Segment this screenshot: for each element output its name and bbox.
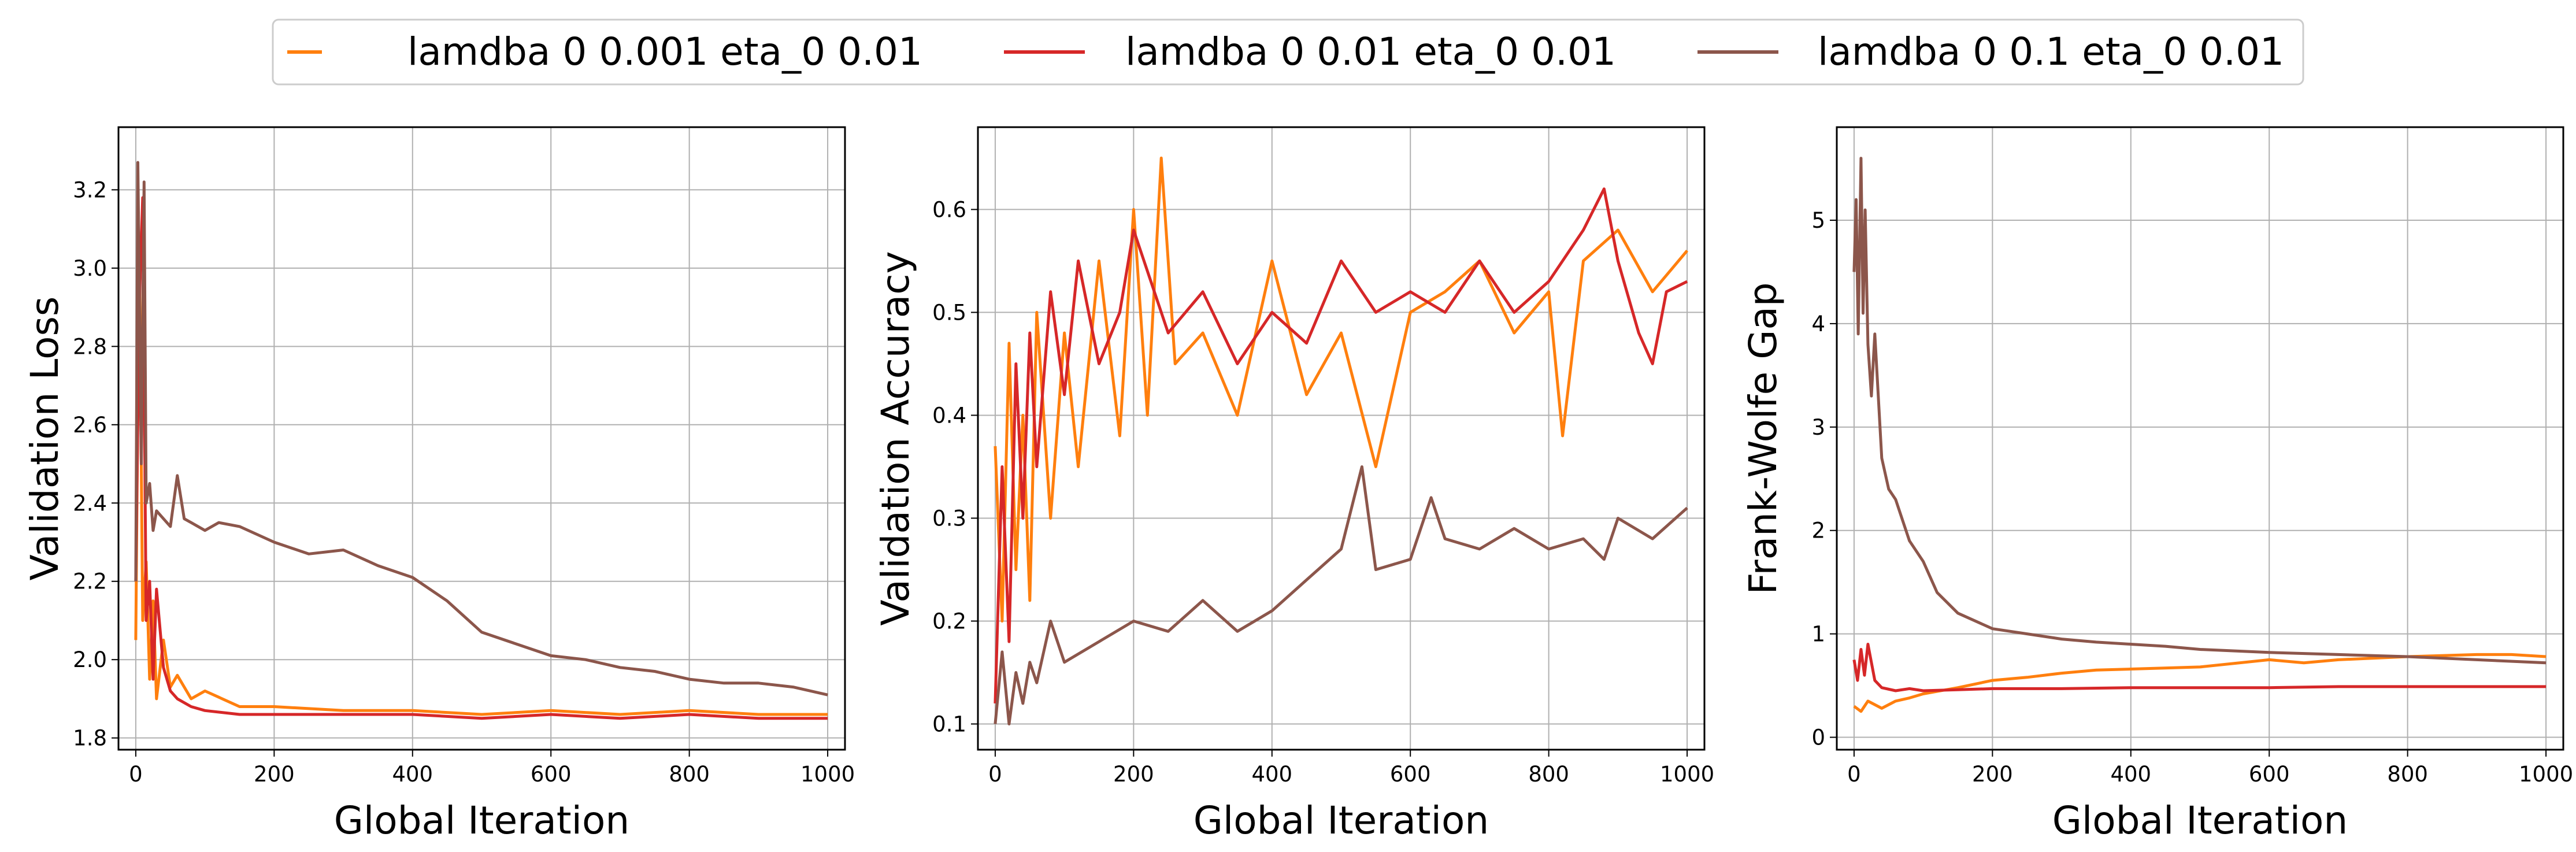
y-tick-label: 2.6: [73, 413, 107, 438]
legend-frame: [272, 18, 2304, 86]
series-line-2: [134, 196, 828, 720]
x-tick-label: 800: [669, 762, 710, 787]
y-axis-label: Frank-Wolfe Gap: [1741, 282, 1785, 594]
y-tick-label: 1: [1811, 622, 1825, 647]
series-line-2: [1852, 643, 2547, 692]
series-line-3: [134, 161, 828, 697]
plot-frame: [117, 126, 846, 751]
y-tick-label: 0.2: [932, 609, 966, 634]
y-tick-label: 0.6: [932, 197, 966, 222]
x-tick-label: 600: [2249, 762, 2290, 787]
x-tick-label: 0: [129, 762, 143, 787]
legend: lamdba 0 0.001 eta_0 0.01 lamdba 0 0.01 …: [272, 18, 2304, 86]
plot-frame: [1836, 126, 2564, 751]
x-axis-label: Global Iteration: [2052, 798, 2348, 843]
y-axis-label: Validation Loss: [23, 297, 67, 581]
y-tick-label: 0.3: [932, 506, 966, 531]
y-axis-label: Validation Accuracy: [873, 251, 918, 625]
x-tick-label: 0: [1847, 762, 1861, 787]
x-axis-label: Global Iteration: [334, 798, 629, 843]
series-line-1: [134, 235, 828, 716]
y-tick-label: 2.8: [73, 334, 107, 359]
y-tick-label: 5: [1811, 208, 1825, 233]
chart-panel-2: 0 200 400 600 800 1000 0.1 0.2 0.3 0.4 0.5 0.6 Globa…: [873, 126, 1714, 843]
x-axis-label: Global Iteration: [1194, 798, 1489, 843]
y-tick-label: 3: [1811, 415, 1825, 440]
y-tick-label: 3.2: [73, 177, 107, 202]
x-tick-label: 1000: [2519, 762, 2573, 787]
legend-label-series-2: lamdba 0 0.01 eta_0 0.01: [1125, 29, 1616, 74]
x-tick-label: 1000: [800, 762, 855, 787]
y-tick-label: 0.1: [932, 712, 966, 736]
x-tick-label: 800: [1528, 762, 1569, 787]
series-line-3: [1852, 157, 2547, 665]
x-tick-label: 400: [1251, 762, 1292, 787]
y-tick-label: 3.0: [73, 256, 107, 281]
y-tick-label: 0.4: [932, 403, 966, 428]
x-tick-label: 600: [531, 762, 572, 787]
series-line-1: [1853, 653, 2547, 713]
y-tick-label: 4: [1811, 312, 1825, 336]
x-tick-label: 200: [1113, 762, 1154, 787]
x-tick-label: 1000: [1660, 762, 1714, 787]
y-tick-label: 2.4: [73, 491, 107, 516]
y-tick-label: 0: [1811, 725, 1825, 750]
series-line-2: [994, 187, 1688, 703]
y-tick-label: 2: [1811, 518, 1825, 543]
chart-panel-3: 0 200 400 600 800 1000 0 1 2 3 4 5 Global Iteration F…: [1741, 126, 2573, 843]
x-tick-label: 0: [988, 762, 1002, 787]
chart-panel-1: 0 200 400 600 800 1000 1.8 2.0 2.2 2.4 2.6 2.8 3.0 3.…: [23, 126, 855, 843]
series-line-3: [994, 465, 1688, 725]
x-tick-label: 200: [254, 762, 295, 787]
x-tick-label: 400: [2110, 762, 2151, 787]
legend-label-series-3: lamdba 0 0.1 eta_0 0.01: [1818, 29, 2284, 74]
plot-frame: [977, 126, 1706, 751]
x-tick-label: 200: [1972, 762, 2013, 787]
x-tick-label: 600: [1390, 762, 1431, 787]
y-tick-label: 2.0: [73, 647, 107, 672]
y-tick-label: 2.2: [73, 569, 107, 594]
y-tick-label: 0.5: [932, 300, 966, 325]
y-tick-label: 1.8: [73, 726, 107, 751]
x-tick-label: 400: [392, 762, 433, 787]
legend-label-series-1: lamdba 0 0.001 eta_0 0.01: [407, 29, 922, 74]
series-line-1: [994, 156, 1689, 623]
x-tick-label: 800: [2387, 762, 2428, 787]
